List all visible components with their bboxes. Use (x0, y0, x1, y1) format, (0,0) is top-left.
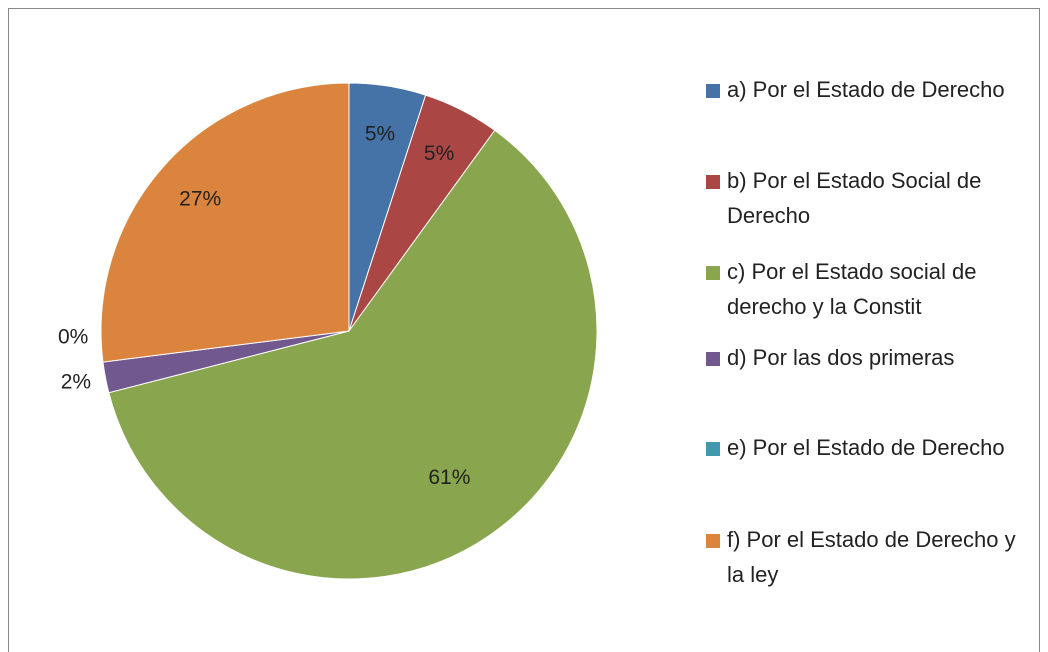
legend-entry: d) Por las dos primeras (706, 340, 1026, 375)
frame (8, 8, 1040, 652)
data-label: 61% (428, 466, 470, 489)
legend-swatch (706, 175, 720, 189)
legend-swatch (706, 442, 720, 456)
legend-entry: e) Por el Estado de Derecho (706, 430, 1026, 465)
data-label: 5% (365, 123, 395, 146)
pie-slice (108, 129, 598, 580)
legend-entry: a) Por el Estado de Derecho (706, 72, 1026, 107)
legend-label: b) Por el Estado Social de Derecho (727, 168, 982, 228)
legend-label: c) Por el Estado social de derecho y la … (727, 259, 977, 319)
legend-label: d) Por las dos primeras (727, 345, 955, 370)
legend-entry: c) Por el Estado social de derecho y la … (706, 254, 1026, 324)
legend-label: a) Por el Estado de Derecho (727, 77, 1005, 102)
legend-swatch (706, 352, 720, 366)
data-label: 27% (179, 187, 221, 210)
legend-swatch (706, 84, 720, 98)
legend-entry: f) Por el Estado de Derecho y la ley (706, 522, 1026, 592)
data-label: 5% (424, 142, 454, 165)
data-label: 0% (58, 326, 88, 349)
legend-swatch (706, 266, 720, 280)
legend-label: f) Por el Estado de Derecho y la ley (727, 527, 1016, 587)
legend-swatch (706, 534, 720, 548)
data-label: 2% (61, 371, 91, 394)
legend-entry: b) Por el Estado Social de Derecho (706, 163, 1026, 233)
pie-slice (100, 82, 350, 363)
legend-label: e) Por el Estado de Derecho (727, 435, 1005, 460)
